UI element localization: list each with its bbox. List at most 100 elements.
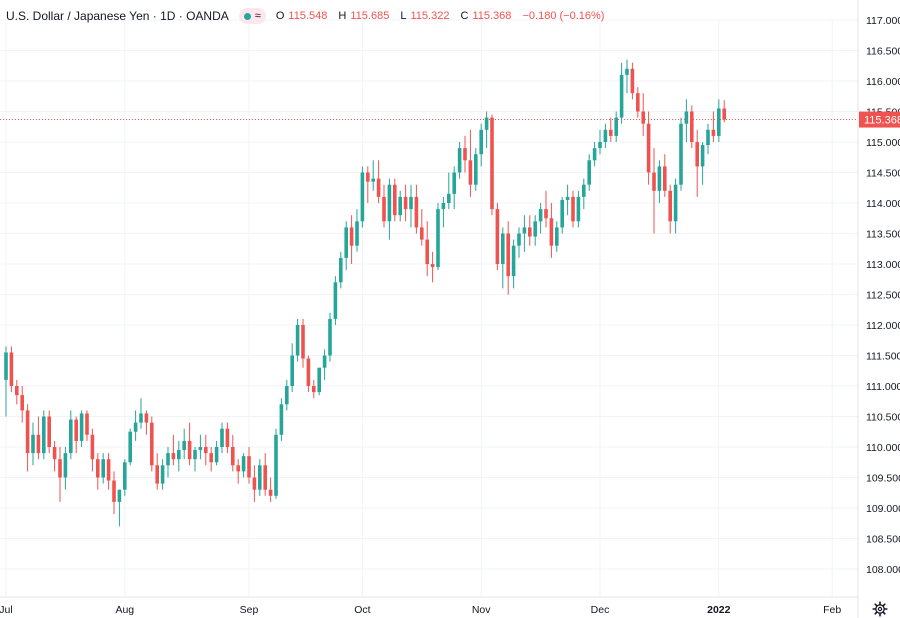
candle xyxy=(25,404,30,472)
candle xyxy=(533,215,537,246)
candle xyxy=(517,227,521,258)
candle xyxy=(457,142,462,179)
candle xyxy=(625,59,629,94)
candle-body xyxy=(101,459,105,478)
candle xyxy=(301,318,305,368)
candle-body xyxy=(652,172,656,191)
candle xyxy=(484,111,489,149)
candle xyxy=(177,440,181,472)
candle-body xyxy=(474,154,478,185)
candle xyxy=(436,203,440,271)
candle-body xyxy=(42,416,46,454)
symbol-title[interactable]: U.S. Dollar / Japanese Yen · 1D · OANDA xyxy=(6,9,229,23)
price-tick-label: 111.000 xyxy=(866,381,900,393)
candle xyxy=(123,459,127,496)
candle xyxy=(96,453,100,490)
candle xyxy=(133,410,138,441)
candle xyxy=(690,105,694,149)
candle xyxy=(171,434,176,466)
last-price-tag: 115.368 xyxy=(859,111,900,128)
candle xyxy=(495,203,500,271)
open-value: 115.548 xyxy=(288,10,328,22)
candle-body xyxy=(463,148,467,161)
candle-body xyxy=(220,428,224,447)
candle xyxy=(376,160,381,203)
candle xyxy=(214,440,219,466)
price-tick-label: 109.500 xyxy=(866,473,900,485)
candle xyxy=(641,93,645,136)
candle-body xyxy=(263,465,267,490)
candle xyxy=(198,434,203,460)
candle-body xyxy=(268,489,273,496)
candle-body xyxy=(447,193,451,203)
candle-body xyxy=(279,404,284,435)
candle xyxy=(355,209,359,252)
candle xyxy=(565,184,570,216)
low-label: L xyxy=(400,10,407,22)
price-tick-label: 116.000 xyxy=(866,76,900,88)
candle xyxy=(576,190,581,228)
candle xyxy=(101,453,105,484)
candle xyxy=(366,166,370,203)
candle xyxy=(474,148,478,191)
candle-body xyxy=(387,184,392,222)
candle-body xyxy=(36,434,41,454)
candle-body xyxy=(355,221,359,246)
candle-body xyxy=(517,233,521,246)
candle xyxy=(317,367,321,396)
candle xyxy=(155,453,159,490)
candle xyxy=(128,428,132,466)
candle xyxy=(695,129,699,197)
candle xyxy=(528,215,532,246)
candles xyxy=(4,59,726,527)
candle xyxy=(700,142,705,185)
candle-body xyxy=(679,123,683,185)
candle xyxy=(717,99,721,142)
candle-body xyxy=(47,416,51,447)
price-tick-label: 112.000 xyxy=(866,320,900,332)
candle-body xyxy=(312,386,316,393)
candle-body xyxy=(706,129,710,146)
candle xyxy=(403,184,408,222)
candle-body xyxy=(501,233,505,264)
candle xyxy=(560,196,564,234)
candle xyxy=(592,142,597,167)
candle xyxy=(673,178,678,234)
candle-body xyxy=(684,111,689,124)
candle-body xyxy=(128,431,132,463)
candle xyxy=(252,465,257,502)
time-axis[interactable]: JulAugSepOctNovDec2022Feb21 xyxy=(0,596,900,616)
candle-body xyxy=(333,282,338,319)
time-tick-label: Jul xyxy=(0,604,13,616)
candle xyxy=(187,422,192,466)
candle-body xyxy=(598,142,602,149)
candle-body xyxy=(133,422,138,432)
candle-body xyxy=(193,450,197,460)
candle xyxy=(295,318,300,362)
candle xyxy=(479,123,483,167)
candle xyxy=(711,111,716,142)
candle xyxy=(609,117,613,142)
candle-body xyxy=(31,434,35,454)
candle xyxy=(630,62,635,100)
candle xyxy=(193,447,197,472)
candle-body xyxy=(636,93,640,112)
price-axis[interactable]: 108.000 108.500 109.000 109.500 110.000 110.5… xyxy=(857,0,900,618)
candle-body xyxy=(576,196,581,222)
candle xyxy=(9,346,14,393)
candle-body xyxy=(587,160,591,185)
candle xyxy=(393,178,397,222)
candle-body xyxy=(285,386,289,405)
candle xyxy=(387,178,392,240)
candle xyxy=(490,114,494,216)
candle xyxy=(274,428,278,499)
candle xyxy=(117,489,122,527)
time-tick-label: Sep xyxy=(240,604,259,616)
candle xyxy=(684,99,689,142)
status-pill[interactable]: ≈ xyxy=(238,8,266,24)
candle xyxy=(220,422,224,454)
candle-body xyxy=(155,465,159,484)
candle xyxy=(549,203,554,258)
gear-icon[interactable] xyxy=(872,601,888,617)
